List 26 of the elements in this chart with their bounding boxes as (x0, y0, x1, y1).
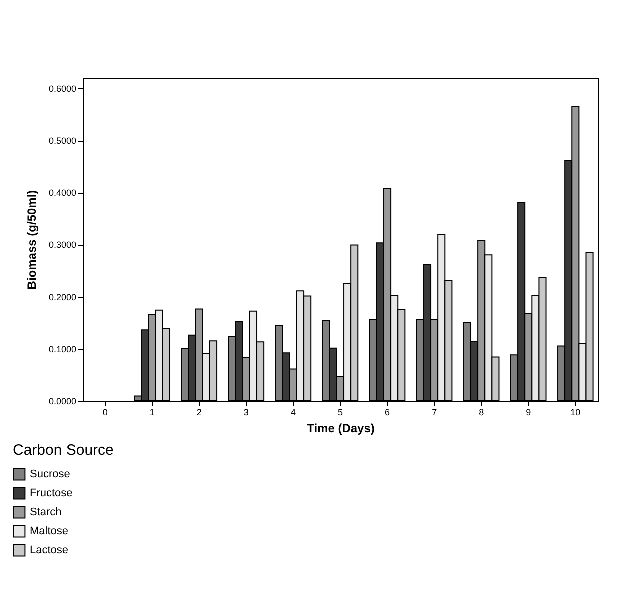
y-tick-label: 0.6000 (48, 84, 76, 94)
x-tick-label: 9 (526, 408, 532, 418)
legend-label: Maltose (30, 526, 69, 538)
x-tick-label: 1 (150, 408, 155, 418)
x-tick-label: 7 (432, 408, 438, 418)
x-tick-label: 10 (570, 408, 581, 418)
x-tick-label: 4 (290, 408, 296, 418)
y-tick-label: 0.4000 (48, 188, 76, 198)
y-axis-title: Biomass (g/50ml) (24, 190, 39, 290)
legend-label: Lactose (30, 544, 69, 556)
legend-label: Starch (30, 506, 62, 518)
x-tick-label: 5 (338, 408, 344, 418)
y-tick-label: 0.5000 (48, 136, 76, 146)
x-tick-label: 3 (244, 408, 249, 418)
x-tick-label: 0 (102, 408, 108, 418)
x-axis-title: Time (Days) (307, 422, 375, 436)
x-tick-label: 8 (479, 408, 484, 418)
y-tick-label: 0.0000 (48, 396, 76, 406)
legend-title: Carbon Source (13, 442, 114, 459)
y-tick-label: 0.1000 (48, 344, 76, 354)
x-tick-label: 6 (385, 408, 390, 418)
x-tick-label: 2 (196, 408, 202, 418)
legend-label: Sucrose (30, 468, 70, 480)
y-tick-label: 0.3000 (48, 240, 76, 250)
y-tick-label: 0.2000 (48, 292, 76, 302)
legend-label: Fructose (30, 488, 73, 500)
